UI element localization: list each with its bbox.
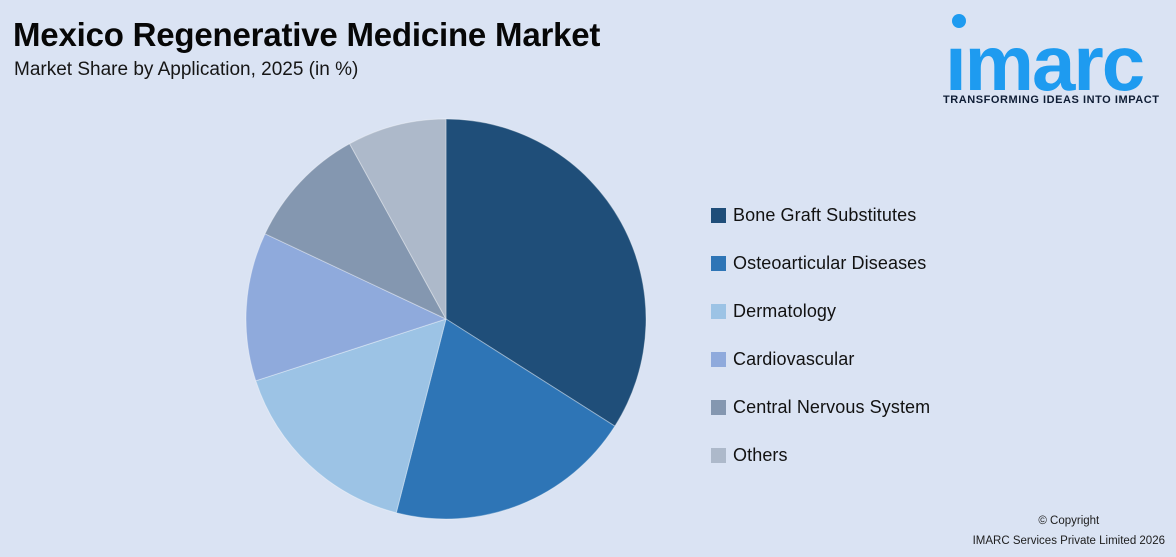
page-title: Mexico Regenerative Medicine Market — [13, 16, 601, 53]
legend-item: Others — [711, 444, 930, 466]
pie-slice-5 — [264, 143, 447, 320]
copyright-line-2: IMARC Services Private Limited 2026 — [972, 534, 1165, 547]
pie-slice-1 — [445, 118, 647, 427]
legend-item: Cardiovascular — [711, 348, 930, 370]
imarc-logo-dot-icon — [952, 14, 966, 28]
legend-label: Bone Graft Substitutes — [733, 204, 917, 225]
legend-swatch — [711, 351, 726, 367]
legend-swatch — [711, 207, 726, 223]
legend-item: Bone Graft Substitutes — [711, 204, 930, 226]
legend-swatch — [711, 399, 726, 415]
legend-swatch — [711, 255, 726, 271]
legend-item: Dermatology — [711, 300, 930, 322]
pie-chart — [245, 118, 647, 520]
copyright-line-1: © Copyright — [1038, 515, 1100, 527]
copyright-notice: © Copyright IMARC Services Private Limit… — [973, 512, 1165, 552]
legend-swatch — [711, 447, 726, 463]
pie-slice-6 — [349, 118, 447, 320]
legend-label: Cardiovascular — [733, 348, 855, 369]
legend-label: Dermatology — [733, 300, 837, 321]
imarc-logo: ımarc TRANSFORMING IDEAS INTO IMPACT — [941, 6, 1175, 108]
imarc-wordmark: ımarc — [945, 19, 1145, 107]
legend-label: Others — [733, 444, 788, 465]
chart-legend: Bone Graft Substitutes Osteoarticular Di… — [711, 204, 930, 492]
pie-slice-3 — [255, 318, 447, 514]
legend-swatch — [711, 303, 726, 319]
pie-slice-4 — [245, 233, 447, 382]
pie-slice-2 — [395, 318, 616, 520]
page-subtitle: Market Share by Application, 2025 (in %) — [14, 59, 359, 80]
legend-item: Osteoarticular Diseases — [711, 252, 930, 274]
legend-label: Central Nervous System — [733, 396, 931, 417]
legend-item: Central Nervous System — [711, 396, 930, 418]
imarc-tagline: TRANSFORMING IDEAS INTO IMPACT — [943, 94, 1160, 106]
legend-label: Osteoarticular Diseases — [733, 252, 927, 273]
